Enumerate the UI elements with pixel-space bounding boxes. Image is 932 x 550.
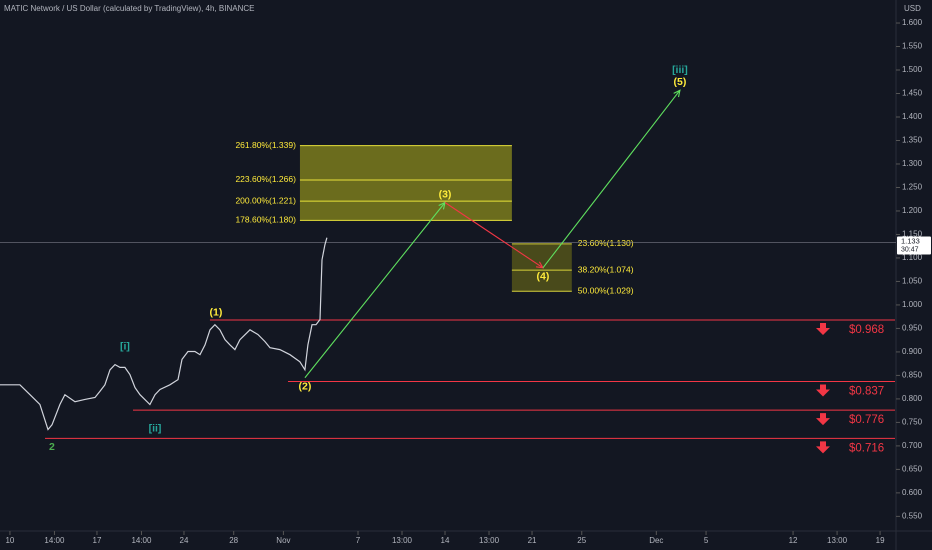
y-tick-label: 0.750	[902, 418, 923, 427]
y-tick-label: 0.600	[902, 488, 923, 497]
last-price: 1.133	[901, 236, 920, 245]
y-tick-label: 0.800	[902, 394, 923, 403]
x-tick-label: 5	[704, 536, 709, 545]
x-tick-label: 24	[180, 536, 189, 545]
wave-label: (5)	[674, 76, 687, 88]
wave-label: (2)	[298, 381, 311, 393]
x-tick-label: 21	[528, 536, 537, 545]
wave-label: (1)	[209, 307, 222, 319]
y-tick-label: 1.450	[902, 89, 923, 98]
x-tick-label: 7	[356, 536, 361, 545]
support-label: $0.716	[849, 442, 884, 454]
price-badge	[897, 236, 931, 255]
y-tick-label: 0.700	[902, 441, 923, 450]
support-label: $0.776	[849, 414, 884, 426]
y-tick-label: 1.550	[902, 42, 923, 51]
wave-arrow	[304, 202, 446, 379]
x-tick-label: 10	[5, 536, 14, 545]
y-tick-label: 1.300	[902, 159, 923, 168]
price-line	[0, 237, 328, 431]
support-label: $0.968	[849, 324, 884, 336]
fib-label: 200.00%(1.221)	[235, 195, 296, 205]
x-tick-label: 17	[93, 536, 102, 545]
y-tick-label: 0.900	[902, 347, 923, 356]
y-tick-label: 1.400	[902, 112, 923, 121]
y-tick-label: 1.250	[902, 183, 923, 192]
y-tick-label: 1.050	[902, 277, 923, 286]
fib-label: 50.00%(1.029)	[578, 286, 634, 296]
y-tick-label: 1.100	[902, 253, 923, 262]
x-tick-label: Nov	[276, 536, 290, 545]
down-arrow-icon	[816, 441, 830, 454]
fib-label: 261.80%(1.339)	[235, 140, 296, 150]
y-tick-label: 1.000	[902, 300, 923, 309]
currency: USD	[904, 4, 921, 13]
wave-label: (3)	[439, 188, 452, 200]
fib-label: 23.60%(1.130)	[578, 238, 634, 248]
y-tick-label: 1.200	[902, 206, 923, 215]
fib-label: 178.60%(1.180)	[235, 215, 296, 225]
y-tick-label: 0.950	[902, 324, 923, 333]
y-tick-label: 0.850	[902, 371, 923, 380]
y-tick-label: 1.500	[902, 65, 923, 74]
x-tick-label: 25	[577, 536, 586, 545]
y-tick-label: 1.350	[902, 136, 923, 145]
chart-title: MATIC Network / US Dollar (calculated by…	[4, 4, 254, 13]
down-arrow-icon	[816, 322, 830, 335]
wave-label: (4)	[537, 271, 550, 283]
x-tick-label: 13:00	[827, 536, 848, 545]
wave-label: 2	[49, 441, 55, 453]
x-tick-label: 14:00	[44, 536, 65, 545]
fib-label: 38.20%(1.074)	[578, 264, 634, 274]
x-tick-label: 19	[876, 536, 885, 545]
x-tick-label: Dec	[649, 536, 663, 545]
support-label: $0.837	[849, 386, 884, 398]
x-tick-label: 13:00	[392, 536, 413, 545]
x-tick-label: 13:00	[479, 536, 500, 545]
y-tick-label: 1.150	[902, 230, 923, 239]
x-tick-label: 28	[229, 536, 238, 545]
wave-label: [ii]	[149, 422, 162, 434]
y-tick-label: 0.550	[902, 511, 923, 520]
fib-zone	[299, 145, 512, 221]
arrow-head	[673, 89, 681, 98]
wave-label: [iii]	[672, 64, 688, 76]
wave-label: [i]	[120, 341, 130, 353]
down-arrow-icon	[816, 413, 830, 426]
y-tick-label: 1.600	[902, 18, 923, 27]
y-tick-label: 0.650	[902, 464, 923, 473]
down-arrow-icon	[816, 384, 830, 397]
x-tick-label: 12	[789, 536, 798, 545]
fib-label: 223.60%(1.266)	[235, 174, 296, 184]
x-tick-label: 14:00	[131, 536, 152, 545]
wave-arrow	[444, 202, 544, 269]
x-tick-label: 14	[441, 536, 450, 545]
countdown: 30:47	[901, 246, 919, 253]
wave-arrow	[542, 89, 681, 269]
